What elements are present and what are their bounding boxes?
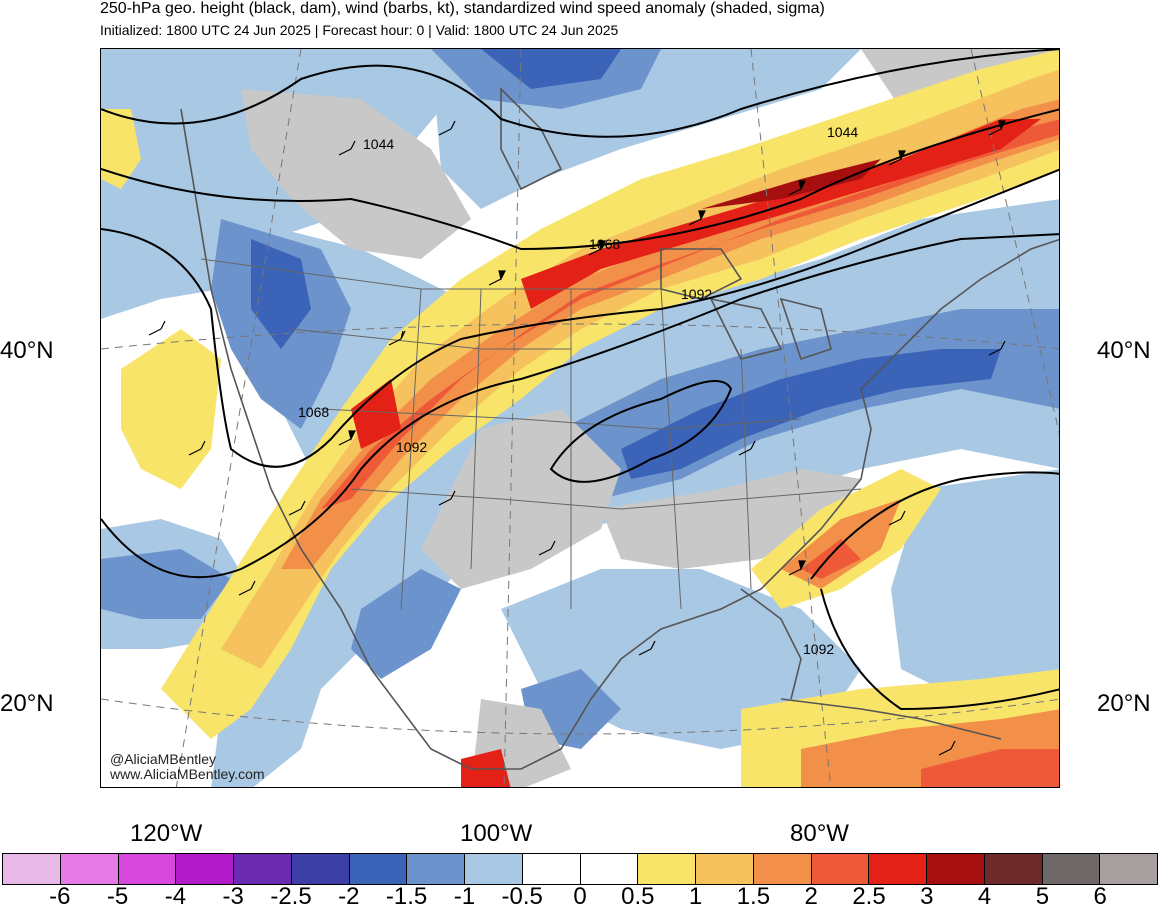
colorbar-tick-label: 0	[573, 883, 587, 910]
contour-label: 1044	[827, 124, 858, 140]
anomaly-yellow-pacific	[121, 329, 221, 489]
contour-label: 1092	[803, 641, 834, 657]
colorbar-swatch	[927, 854, 985, 884]
contour-1092-ohio	[549, 380, 733, 483]
colorbar-swatch	[60, 854, 119, 884]
colorbar-tick-label: -2	[338, 883, 360, 910]
colorbar-swatch	[869, 854, 927, 884]
anomaly-darkred-core	[701, 159, 881, 209]
colorbar-tick-label: 6	[1093, 883, 1107, 910]
colorbar-tick-label: 5	[1035, 883, 1050, 910]
lon-label-80w: 80°W	[790, 820, 849, 847]
anomaly-tan-jet	[221, 69, 1059, 669]
lat-label-right-40n: 40°N	[1097, 337, 1151, 364]
anomaly-yellow-westcoast	[101, 109, 141, 189]
contour-label: 1092	[396, 439, 427, 455]
anomaly-mblue-5	[351, 569, 461, 679]
colorbar-swatch	[696, 854, 754, 884]
anomaly-mblue-4	[101, 549, 231, 619]
colorbar-tick-label: -1	[453, 883, 476, 910]
colorbar-tick-label: -6	[49, 883, 71, 910]
map-canvas: 1044 1044 1068 1068 1092 1092 1092	[101, 49, 1059, 787]
colorbar-swatch	[984, 854, 1043, 884]
colorbar-swatch	[407, 854, 465, 884]
anomaly-red-mexico	[461, 749, 511, 787]
colorbar-swatch	[349, 854, 408, 884]
colorbar-swatch	[1100, 854, 1157, 884]
colorbar-swatch	[176, 854, 234, 884]
anomaly-red-caribbean	[921, 749, 1059, 787]
colorbar-swatch	[811, 854, 870, 884]
colorbar-swatch	[580, 854, 639, 884]
colorbar-tick-label: -3	[222, 883, 244, 910]
contour-1044-main	[101, 108, 1059, 251]
anomaly-dblue-3	[481, 49, 621, 89]
anomaly-dblue-1	[621, 349, 1001, 479]
lat-label-left-40n: 40°N	[0, 337, 54, 364]
colorbar-tick-label: -0.5	[501, 883, 543, 910]
lat-label-right-20n: 20°N	[1097, 690, 1151, 717]
credit-site: www.AliciaMBentley.com	[110, 766, 265, 782]
wind-barbs	[148, 120, 1006, 756]
credit-handle: @AliciaMBentley	[110, 751, 217, 767]
contour-1068	[101, 168, 1059, 468]
anomaly-blue-atlantic	[891, 469, 1059, 709]
colorbar-tick-label: 1.5	[736, 883, 771, 910]
contour-1092-west	[101, 233, 1059, 579]
colorbar-swatch	[234, 854, 292, 884]
lon-label-100w: 100°W	[460, 820, 533, 847]
colorbar-swatch	[465, 854, 523, 884]
colorbar-tick-label: -1.5	[385, 883, 428, 910]
coastlines	[180, 87, 1059, 770]
anomaly-red-atlantic	[801, 539, 861, 579]
contour-1092-atlantic	[810, 471, 1059, 711]
state-borders	[200, 258, 862, 610]
weather-map: 1044 1044 1068 1068 1092 1092 1092	[100, 48, 1060, 788]
contour-label: 1044	[363, 136, 394, 152]
colorbar-tick-label: 0.5	[621, 883, 655, 910]
colorbar-swatch	[1042, 854, 1101, 884]
colorbar-tick-label: -4	[164, 883, 187, 910]
colorbar-swatch	[291, 854, 350, 884]
colorbar-tick-label: -2.5	[270, 883, 312, 910]
colorbar-swatch	[753, 854, 812, 884]
anomaly-grey-north	[241, 89, 471, 259]
colorbar-tick-label: -5	[106, 883, 129, 910]
height-contours	[101, 49, 1059, 711]
colorbar-swatch	[118, 854, 177, 884]
contour-label: 1068	[298, 404, 329, 420]
colorbar	[2, 853, 1158, 885]
anomaly-red-core-2	[351, 379, 401, 449]
contour-label: 1068	[589, 236, 620, 252]
colorbar-tick-label: 1	[688, 883, 703, 910]
colorbar-swatch	[638, 854, 696, 884]
contour-1044-north	[101, 49, 1059, 138]
contour-label: 1092	[681, 286, 712, 302]
anomaly-red-core	[521, 119, 1041, 309]
colorbar-tick-label: 2	[804, 883, 818, 910]
colorbar-tick-label: 4	[977, 883, 992, 910]
anomaly-dblue-2	[251, 239, 311, 349]
colorbar-tick-label: 2.5	[852, 883, 886, 910]
colorbar-tick-label: 3	[920, 883, 934, 910]
lon-label-120w: 120°W	[130, 820, 203, 847]
chart-subtitle: Initialized: 1800 UTC 24 Jun 2025 | Fore…	[100, 22, 619, 38]
chart-title: 250-hPa geo. height (black, dam), wind (…	[100, 0, 825, 17]
colorbar-labels: -6 -5 -4 -3 -2.5 -2 -1.5 -1 -0.5 0 0.5 1 1.5 2 2.5 3 4 5 6	[0, 883, 1160, 913]
colorbar-swatch	[3, 854, 61, 884]
lat-label-left-20n: 20°N	[0, 690, 54, 717]
colorbar-swatch	[522, 854, 581, 884]
